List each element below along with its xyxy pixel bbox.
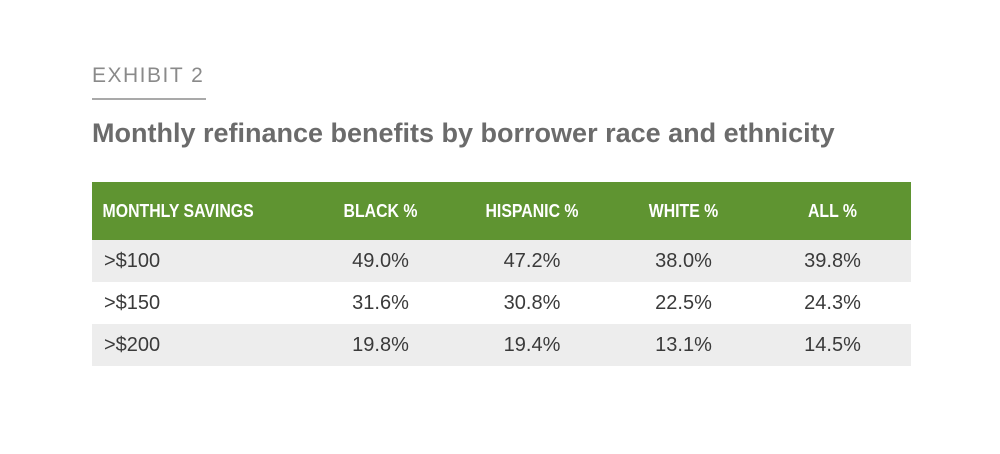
cell-black: 31.6% (352, 291, 409, 314)
data-table: MONTHLY SAVINGS BLACK % HISPANIC % WHITE… (92, 182, 911, 366)
table-header-row: MONTHLY SAVINGS BLACK % HISPANIC % WHITE… (92, 182, 911, 240)
cell-white: 38.0% (655, 249, 712, 272)
row-label: >$100 (104, 249, 161, 272)
cell-hispanic: 30.8% (503, 291, 561, 314)
table-row: >$150 31.6% 30.8% 22.5% 24.3% (92, 282, 911, 324)
exhibit-underline (92, 98, 206, 100)
column-header-hispanic: HISPANIC % (485, 200, 579, 221)
cell-black: 19.8% (352, 333, 409, 356)
cell-white: 13.1% (655, 333, 712, 356)
table-row: >$200 19.8% 19.4% 13.1% 14.5% (92, 324, 911, 366)
column-header-all: ALL % (807, 200, 857, 221)
cell-all: 14.5% (804, 333, 861, 356)
column-header-monthly-savings: MONTHLY SAVINGS (102, 200, 254, 221)
cell-white: 22.5% (655, 291, 712, 314)
row-label: >$200 (104, 333, 161, 356)
cell-hispanic: 19.4% (503, 333, 561, 356)
column-header-black: BLACK % (343, 200, 418, 221)
exhibit-label: EXHIBIT 2 (92, 64, 205, 87)
cell-hispanic: 47.2% (503, 249, 561, 272)
column-header-white: WHITE % (648, 200, 719, 221)
table-row: >$100 49.0% 47.2% 38.0% 39.8% (92, 240, 911, 282)
cell-all: 24.3% (804, 291, 861, 314)
page-title: Monthly refinance benefits by borrower r… (92, 118, 835, 148)
row-label: >$150 (104, 291, 161, 314)
cell-all: 39.8% (804, 249, 861, 272)
cell-black: 49.0% (352, 249, 409, 272)
